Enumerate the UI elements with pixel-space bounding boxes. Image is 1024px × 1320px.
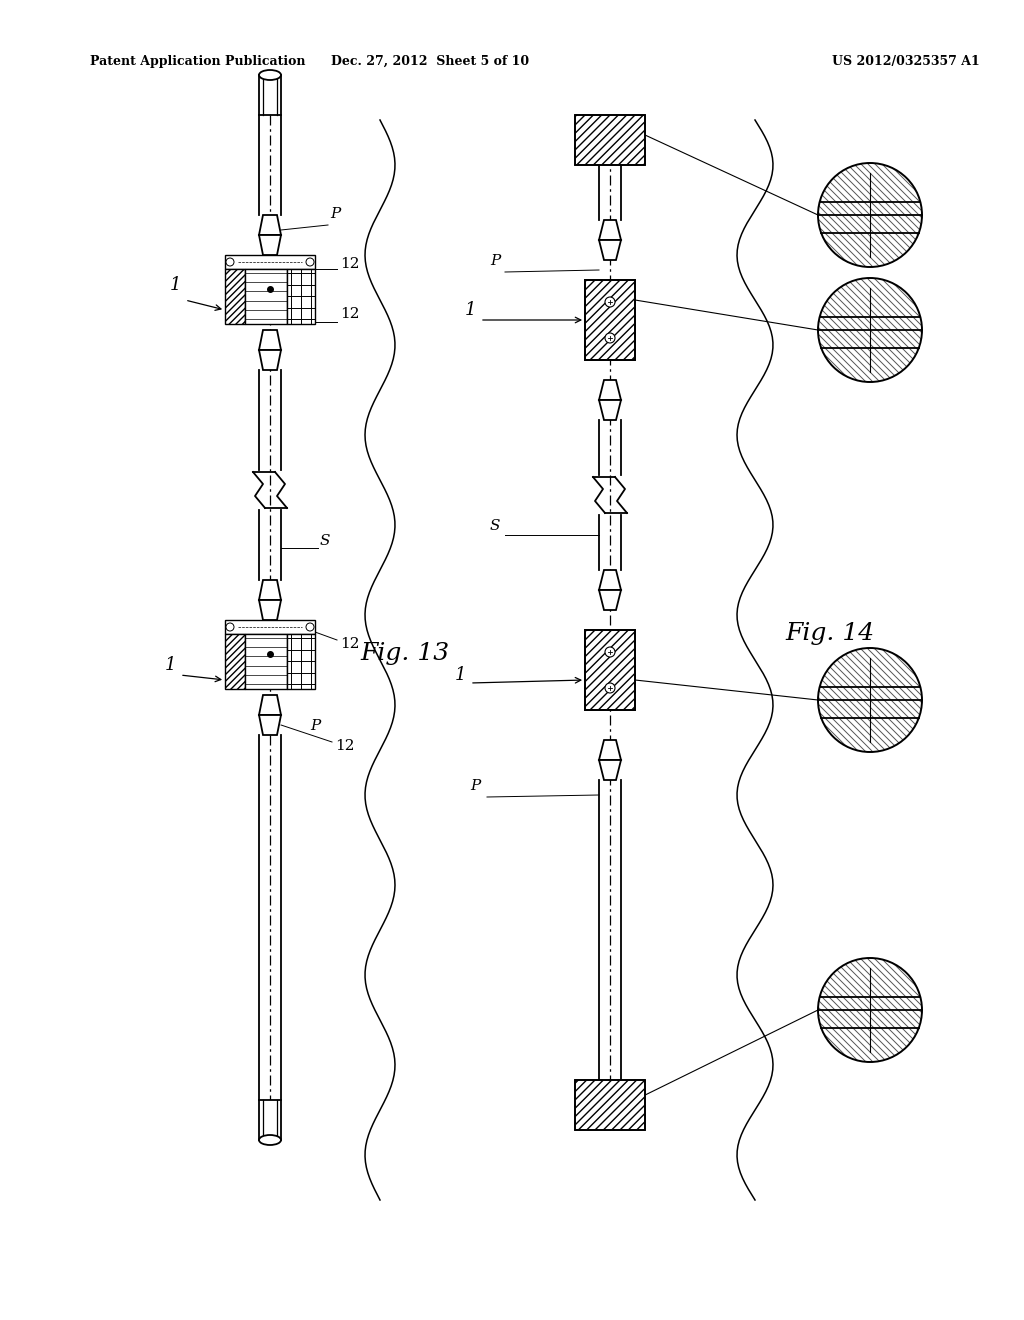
Circle shape <box>226 623 234 631</box>
Bar <box>585 280 635 360</box>
Text: 1: 1 <box>455 667 467 684</box>
Polygon shape <box>599 400 621 420</box>
Circle shape <box>818 648 922 752</box>
Polygon shape <box>599 741 621 760</box>
Text: Patent Application Publication: Patent Application Publication <box>90 55 305 69</box>
Circle shape <box>605 647 615 657</box>
Bar <box>585 280 635 360</box>
Polygon shape <box>259 235 281 255</box>
Bar <box>245 634 287 689</box>
Text: 12: 12 <box>340 257 359 271</box>
Bar <box>585 630 635 710</box>
Bar <box>575 115 645 165</box>
Bar <box>259 75 281 115</box>
Bar <box>259 1100 281 1140</box>
Bar <box>585 630 635 710</box>
Text: 1: 1 <box>465 301 476 319</box>
Polygon shape <box>259 330 281 350</box>
Polygon shape <box>599 240 621 260</box>
Polygon shape <box>599 590 621 610</box>
Circle shape <box>605 682 615 693</box>
Polygon shape <box>259 715 281 735</box>
Polygon shape <box>259 696 281 715</box>
Bar <box>287 634 315 689</box>
Circle shape <box>605 297 615 308</box>
Ellipse shape <box>259 70 281 81</box>
Bar <box>575 1080 645 1130</box>
Circle shape <box>818 162 922 267</box>
Text: P: P <box>330 207 340 220</box>
Text: P: P <box>470 779 480 793</box>
Bar <box>575 1080 645 1130</box>
Text: Fig. 13: Fig. 13 <box>360 642 450 665</box>
Circle shape <box>226 257 234 267</box>
Text: S: S <box>319 535 331 548</box>
Polygon shape <box>259 350 281 370</box>
Text: S: S <box>490 519 501 533</box>
Polygon shape <box>599 220 621 240</box>
Bar <box>225 269 245 323</box>
Text: P: P <box>310 719 321 733</box>
Bar <box>225 620 315 634</box>
Text: 12: 12 <box>335 739 354 752</box>
Text: 12: 12 <box>340 638 359 651</box>
Bar <box>245 269 287 323</box>
Polygon shape <box>259 601 281 620</box>
Text: 1: 1 <box>165 656 176 675</box>
Bar <box>225 634 245 689</box>
Text: Fig. 14: Fig. 14 <box>785 622 874 645</box>
Text: US 2012/0325357 A1: US 2012/0325357 A1 <box>833 55 980 69</box>
Text: 1: 1 <box>170 276 181 294</box>
Circle shape <box>818 279 922 381</box>
Bar <box>575 115 645 165</box>
Bar <box>225 255 315 269</box>
Polygon shape <box>599 760 621 780</box>
Circle shape <box>306 623 314 631</box>
Polygon shape <box>599 570 621 590</box>
Text: P: P <box>490 253 501 268</box>
Polygon shape <box>259 215 281 235</box>
Circle shape <box>818 958 922 1063</box>
Circle shape <box>605 333 615 343</box>
Text: 12: 12 <box>340 308 359 321</box>
Polygon shape <box>259 579 281 601</box>
Polygon shape <box>599 380 621 400</box>
Circle shape <box>306 257 314 267</box>
Text: Dec. 27, 2012  Sheet 5 of 10: Dec. 27, 2012 Sheet 5 of 10 <box>331 55 529 69</box>
Ellipse shape <box>259 1135 281 1144</box>
Bar <box>287 269 315 323</box>
